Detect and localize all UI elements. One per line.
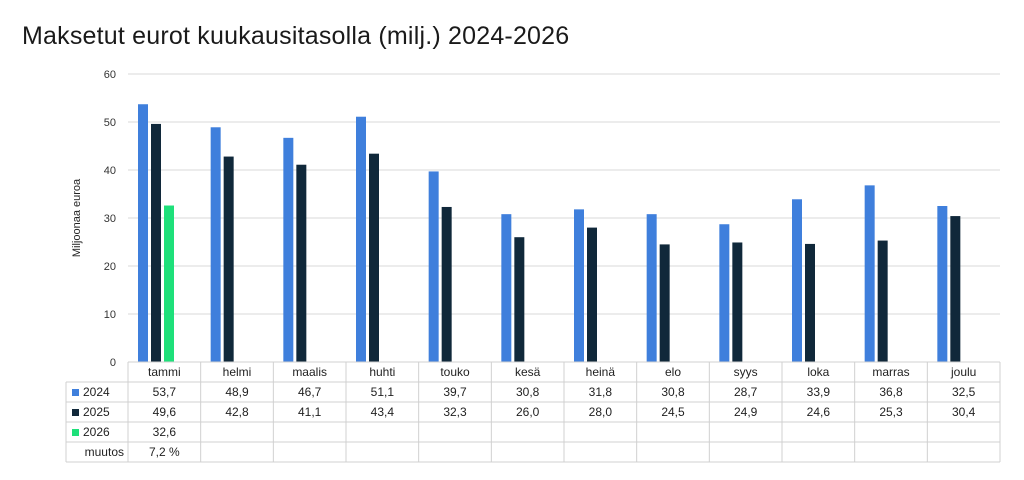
table-cell: 32,5 [952, 385, 976, 399]
bar-2025-joulu [950, 216, 961, 362]
table-cell: 33,9 [807, 385, 831, 399]
row-label-muutos: muutos [85, 445, 124, 459]
x-tick-label: elo [665, 365, 681, 379]
bar-2025-loka [805, 243, 815, 362]
x-tick-label: huhti [369, 365, 395, 379]
table-cell: 30,8 [661, 385, 685, 399]
bar-2025-touko [441, 206, 452, 362]
table-cell: 51,1 [371, 385, 395, 399]
table-cell: 7,2 % [149, 445, 180, 459]
table-cell: 25,3 [879, 405, 903, 419]
y-tick-label: 10 [104, 309, 116, 321]
x-tick-label: tammi [148, 365, 181, 379]
bar-2024-helmi [210, 127, 221, 362]
x-tick-label: marras [872, 365, 909, 379]
table-cell: 39,7 [443, 385, 467, 399]
table-cell: 32,6 [153, 425, 177, 439]
table-cell: 24,6 [807, 405, 831, 419]
y-tick-label: 50 [104, 117, 116, 129]
bar-2024-heinä [574, 209, 584, 362]
legend-swatch-2024 [72, 389, 79, 396]
table-cell: 30,4 [952, 405, 976, 419]
bar-2024-kesä [501, 214, 512, 362]
table-cell: 41,1 [298, 405, 322, 419]
table-cell: 46,7 [298, 385, 322, 399]
table-cell: 31,8 [589, 385, 613, 399]
bar-2024-marras [864, 185, 875, 362]
x-tick-label: kesä [515, 365, 541, 379]
table-cell: 49,6 [153, 405, 177, 419]
table-cell: 53,7 [153, 385, 177, 399]
bar-2024-joulu [937, 206, 948, 362]
table-cell: 24,9 [734, 405, 758, 419]
y-tick-label: 20 [104, 261, 116, 273]
bar-2025-marras [877, 240, 888, 362]
table-cell: 30,8 [516, 385, 540, 399]
x-tick-label: joulu [950, 365, 976, 379]
bar-2024-syys [719, 224, 730, 362]
bar-2025-huhti [369, 153, 379, 362]
table-cell: 26,0 [516, 405, 540, 419]
legend-label: 2026 [83, 425, 110, 439]
bar-2025-kesä [514, 237, 525, 362]
table-cell: 36,8 [879, 385, 903, 399]
bar-2024-tammi [138, 104, 148, 363]
bar-2025-maalis [296, 164, 307, 362]
table-cell: 43,4 [371, 405, 395, 419]
bar-2025-tammi [151, 123, 161, 362]
y-tick-label: 60 [104, 69, 116, 81]
bar-2024-elo [646, 214, 657, 362]
bar-2025-elo [659, 244, 670, 362]
y-tick-label: 30 [104, 213, 116, 225]
legend-label: 2024 [83, 385, 110, 399]
bar-2025-heinä [587, 227, 597, 362]
legend-swatch-2025 [72, 409, 79, 416]
table-cell: 42,8 [225, 405, 249, 419]
y-tick-label: 40 [104, 165, 116, 177]
table-cell: 24,5 [661, 405, 685, 419]
x-tick-label: touko [440, 365, 470, 379]
y-tick-label: 0 [110, 357, 116, 369]
table-cell: 28,7 [734, 385, 758, 399]
bar-2025-syys [732, 242, 743, 362]
legend-label: 2025 [83, 405, 110, 419]
bar-2026-tammi [164, 205, 174, 362]
bar-2024-maalis [283, 137, 294, 362]
y-axis-label: Miljoonaa euroa [71, 178, 83, 257]
table-cell: 48,9 [225, 385, 249, 399]
legend-swatch-2026 [72, 429, 79, 436]
x-tick-label: helmi [223, 365, 252, 379]
x-tick-label: maalis [292, 365, 327, 379]
bar-2024-touko [428, 171, 439, 362]
table-cell: 32,3 [443, 405, 467, 419]
bar-2025-helmi [223, 156, 234, 362]
bar-2024-huhti [356, 116, 366, 362]
table-cell: 28,0 [589, 405, 613, 419]
chart-title: Maksetut eurot kuukausitasolla (milj.) 2… [22, 22, 570, 50]
x-tick-label: syys [734, 365, 758, 379]
x-tick-label: heinä [586, 365, 616, 379]
x-tick-label: loka [807, 365, 829, 379]
bar-2024-loka [792, 199, 802, 362]
